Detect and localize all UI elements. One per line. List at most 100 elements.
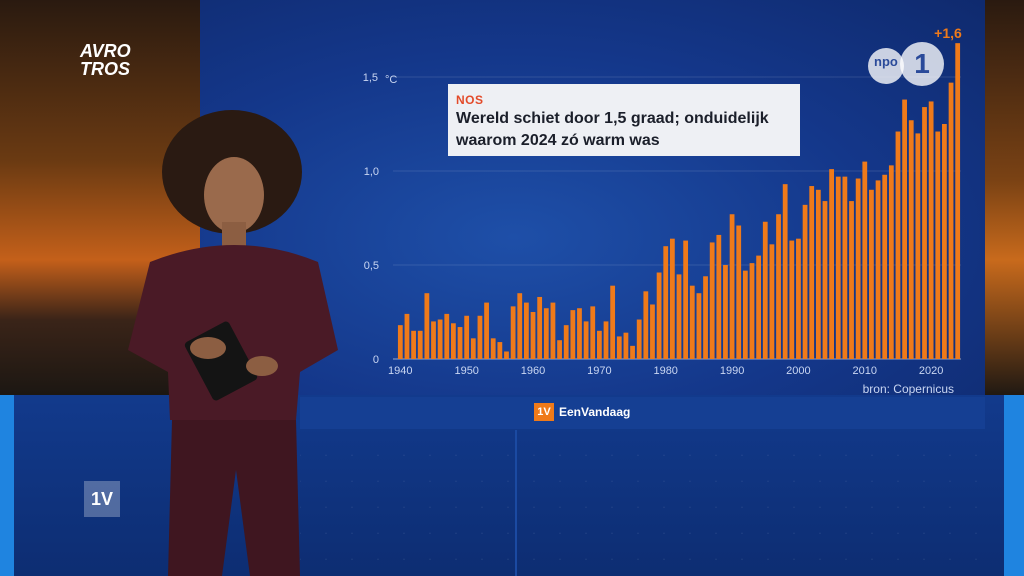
- bar-1981: [669, 238, 675, 359]
- bar-1999: [789, 240, 795, 359]
- bar-2024: [955, 43, 961, 359]
- bar-2016: [902, 99, 907, 359]
- wall-divider: [515, 430, 517, 576]
- bar-2020: [928, 101, 934, 359]
- bar-1985: [696, 293, 702, 359]
- bar-1991: [736, 225, 742, 359]
- bar-1966: [570, 310, 576, 359]
- bar-1996: [769, 244, 775, 359]
- bar-2001: [802, 204, 808, 359]
- bar-1945: [431, 321, 436, 359]
- bar-1957: [510, 306, 516, 359]
- studio-window-right: [985, 0, 1024, 400]
- bar-2018: [915, 133, 921, 359]
- eenvandaag-badge: 1V: [534, 403, 554, 421]
- bar-2000: [796, 238, 801, 359]
- bar-1972: [610, 285, 616, 359]
- bar-1986: [703, 276, 708, 359]
- bar-1960: [530, 312, 536, 359]
- y-tick-label: 0: [373, 354, 379, 366]
- bar-1990: [729, 214, 735, 359]
- bar-1975: [630, 345, 635, 359]
- bar-1968: [583, 321, 589, 359]
- chart-bars: [397, 43, 961, 360]
- chart-x-ticks: 1940 1950 1960 1970 1980 1990 2000 2010 2020: [388, 365, 943, 377]
- bar-1955: [497, 342, 503, 359]
- bar-1954: [490, 338, 496, 359]
- side-light-left: [0, 395, 14, 576]
- bar-1979: [656, 272, 662, 359]
- bar-1974: [623, 332, 629, 359]
- bar-2008: [849, 201, 854, 359]
- bar-1944: [424, 293, 430, 359]
- bar-1973: [616, 336, 622, 359]
- bar-1997: [776, 214, 781, 359]
- bar-1971: [603, 321, 609, 359]
- bar-1963: [550, 302, 556, 359]
- bar-2002: [809, 186, 815, 359]
- bar-1989: [723, 265, 728, 359]
- bar-2009: [855, 178, 861, 359]
- bar-1980: [663, 246, 669, 359]
- avrotros-logo: AVRO TROS: [80, 42, 140, 88]
- bar-1942: [411, 330, 416, 359]
- bar-1940: [397, 325, 403, 359]
- bar-1987: [709, 242, 715, 359]
- last-value-label: +1,6: [934, 25, 962, 41]
- wall-footer-strip: [300, 397, 985, 429]
- bar-1952: [477, 315, 483, 359]
- bar-1988: [716, 234, 722, 359]
- bar-1941: [404, 313, 410, 359]
- x-tick-label: 2010: [853, 365, 877, 377]
- avrotros-logo-line2: TROS: [80, 59, 131, 79]
- headline-text: Wereld schiet door 1,5 graad; onduidelij…: [456, 110, 769, 149]
- x-tick-label: 1940: [388, 365, 412, 377]
- chart-source: bron: Copernicus: [863, 382, 954, 396]
- bar-1992: [742, 270, 748, 359]
- eenvandaag-name: EenVandaag: [559, 405, 631, 419]
- y-tick-label: 1,5: [363, 72, 378, 84]
- bar-2010: [862, 161, 868, 359]
- bar-2017: [908, 120, 914, 360]
- x-tick-label: 1970: [587, 365, 611, 377]
- bar-1951: [470, 338, 476, 359]
- bar-2012: [875, 180, 881, 359]
- npo-brand: npo: [874, 54, 898, 69]
- y-tick-label: 1,0: [364, 166, 379, 178]
- x-tick-label: 1980: [653, 365, 677, 377]
- bar-1984: [689, 285, 695, 359]
- bar-1961: [537, 296, 543, 359]
- bar-2003: [815, 189, 821, 359]
- bar-1995: [762, 221, 768, 359]
- bar-1970: [596, 330, 602, 359]
- bar-1949: [457, 327, 463, 359]
- y-axis-unit: °C: [385, 74, 397, 86]
- avrotros-logo-line1: AVRO: [80, 41, 131, 61]
- bar-2014: [888, 165, 894, 359]
- bar-2015: [895, 131, 901, 359]
- bar-1948: [451, 323, 456, 359]
- bar-1977: [643, 291, 649, 359]
- bar-1947: [444, 313, 450, 359]
- chart-y-ticks: 0 0,5 1,0 1,5: [363, 72, 379, 366]
- bar-1976: [636, 319, 642, 359]
- headline-card: NOS Wereld schiet door 1,5 graad; onduid…: [448, 84, 800, 156]
- bar-1967: [577, 308, 582, 359]
- x-tick-label: 1950: [454, 365, 478, 377]
- bar-1962: [543, 308, 549, 359]
- bar-1953: [484, 302, 489, 359]
- bar-2023: [948, 82, 954, 359]
- bar-1969: [590, 306, 596, 359]
- x-tick-label: 2000: [786, 365, 810, 377]
- npo-channel-number: 1: [914, 48, 930, 79]
- x-tick-label: 2020: [919, 365, 943, 377]
- x-tick-label: 1960: [521, 365, 545, 377]
- bar-1964: [557, 340, 562, 359]
- side-light-right: [1004, 395, 1024, 576]
- bar-1983: [683, 240, 689, 359]
- x-tick-label: 1990: [720, 365, 744, 377]
- bar-2013: [882, 174, 888, 359]
- bar-2021: [935, 131, 941, 359]
- bar-2005: [829, 169, 834, 359]
